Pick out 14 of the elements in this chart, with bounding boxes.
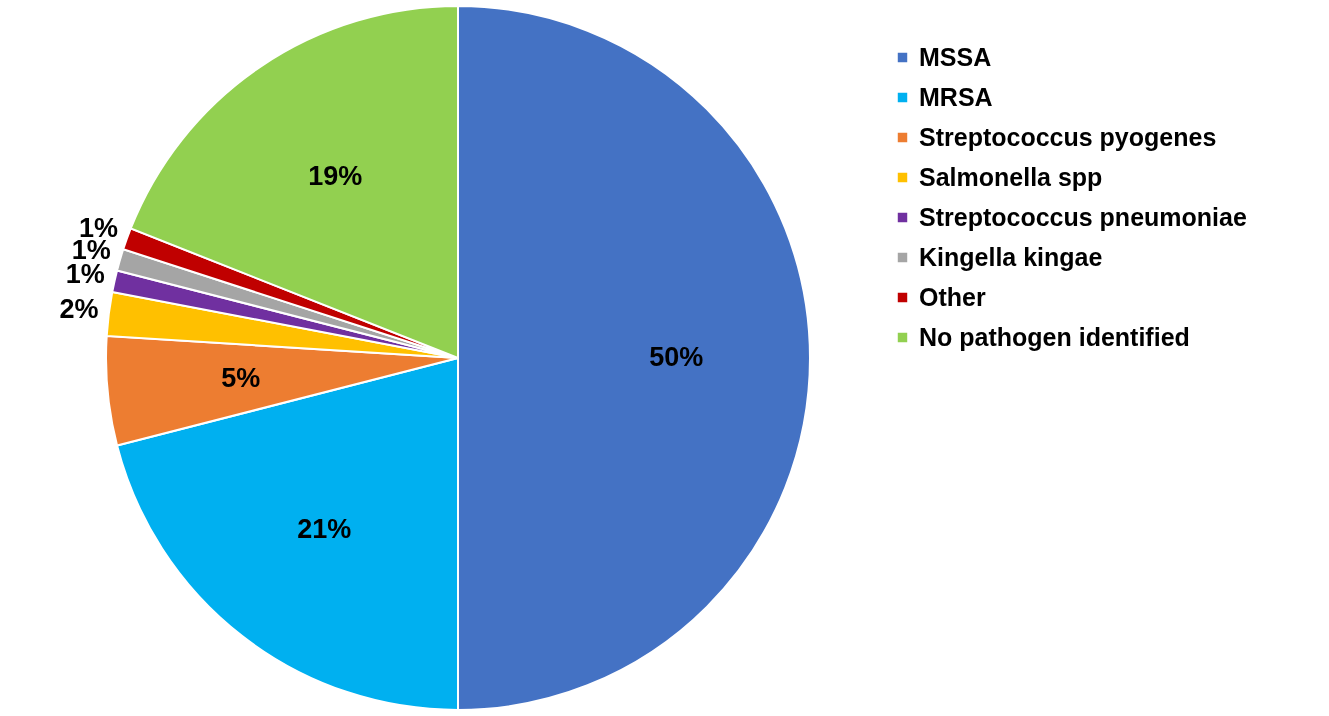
legend-label: Other	[919, 282, 986, 311]
legend-label: No pathogen identified	[919, 322, 1190, 351]
legend-label: MRSA	[919, 82, 993, 111]
data-label: 50%	[649, 342, 704, 372]
legend-label: Streptococcus pyogenes	[919, 122, 1217, 151]
legend-label: Salmonella spp	[919, 162, 1103, 191]
data-label: 1%	[65, 258, 105, 289]
data-label: 19%	[308, 161, 363, 192]
legend-label: Streptococcus pneumoniae	[919, 202, 1247, 231]
data-label: 21%	[297, 514, 352, 545]
data-label: 5%	[221, 362, 261, 393]
legend-label: Kingella kingae	[919, 242, 1103, 271]
legend-label: MSSA	[919, 42, 992, 71]
data-label: 2%	[59, 294, 99, 325]
